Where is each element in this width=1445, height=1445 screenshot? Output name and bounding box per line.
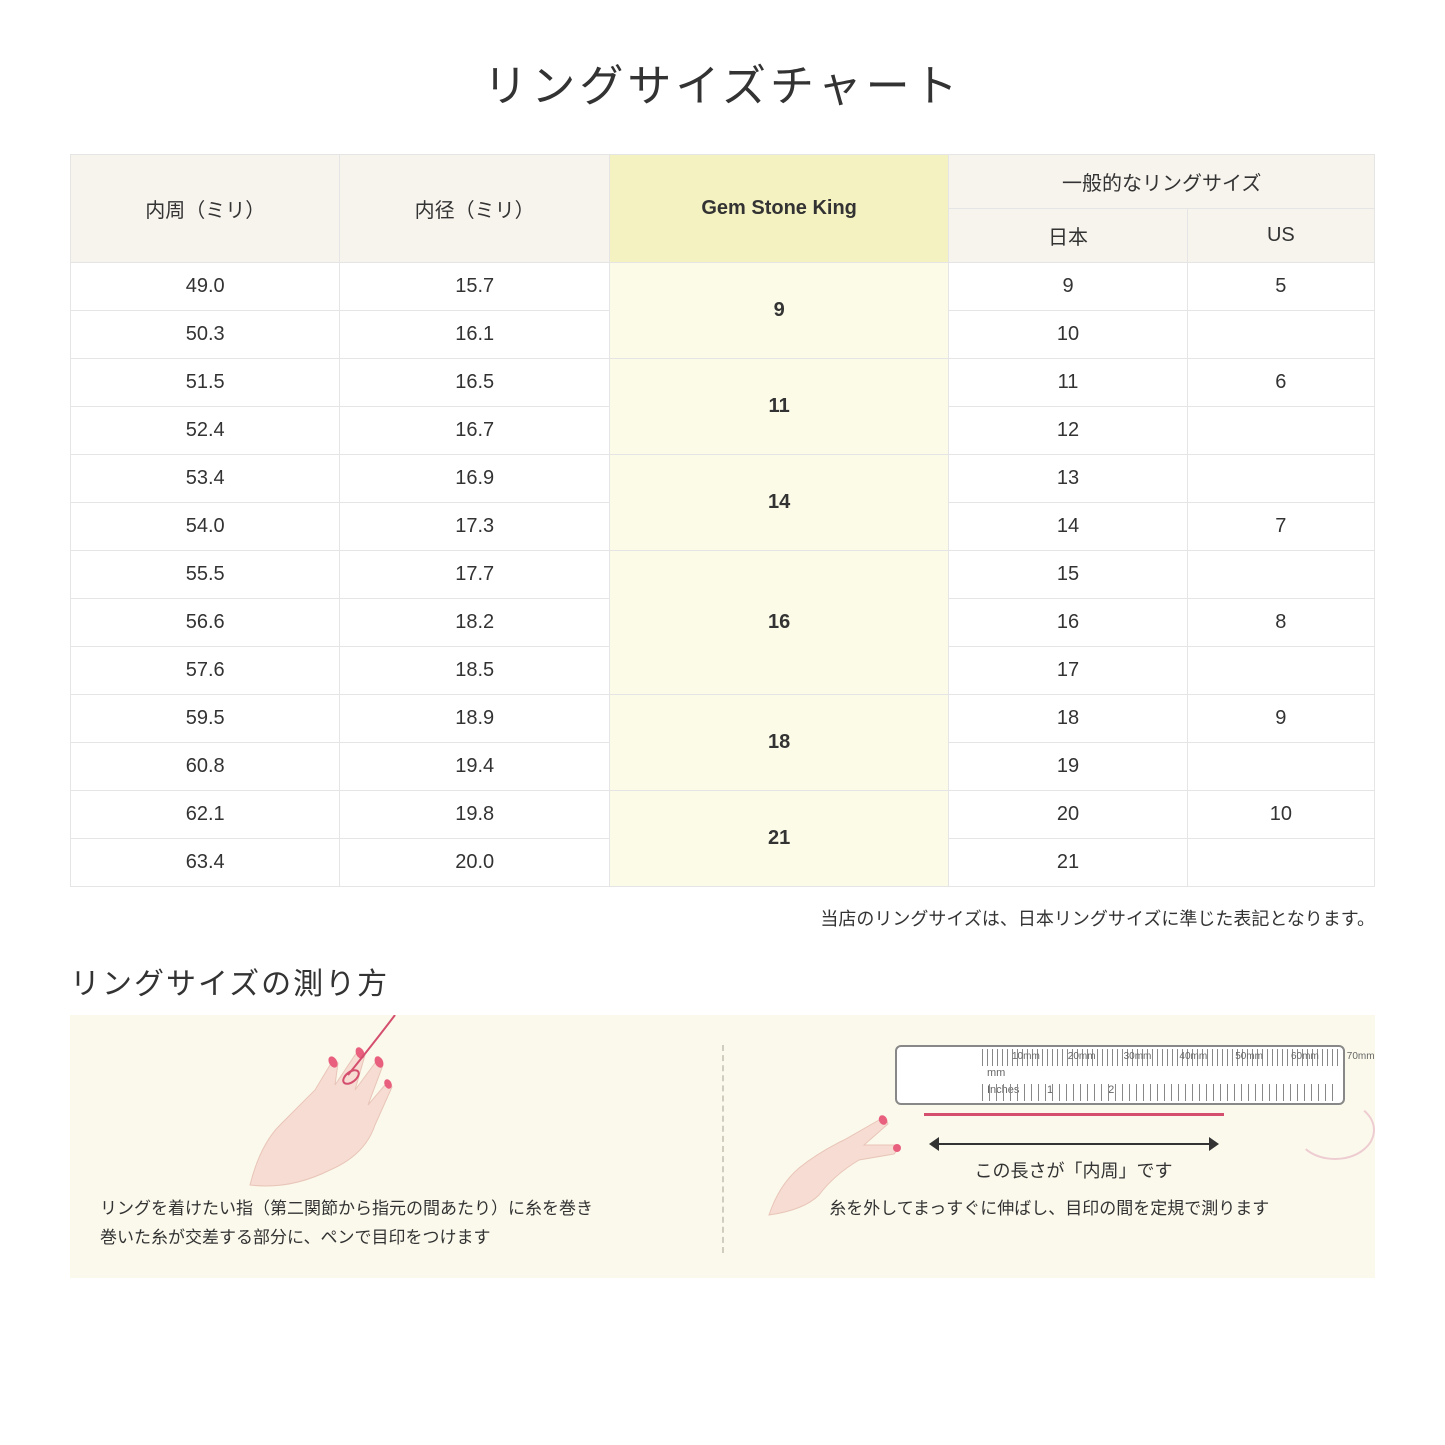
cell-jp: 10: [949, 311, 1187, 359]
cell-us: 8: [1187, 599, 1374, 647]
th-inner-dia: 内径（ミリ）: [340, 155, 609, 263]
size-chart-table: 内周（ミリ） 内径（ミリ） Gem Stone King 一般的なリングサイズ …: [70, 154, 1375, 887]
howto-right: 10mm20mm30mm40mm50mm60mm70mm mm Inches 1…: [754, 1045, 1346, 1253]
cell-circ: 51.5: [71, 359, 340, 407]
cell-jp: 21: [949, 839, 1187, 887]
cell-gem: 14: [609, 455, 948, 551]
cell-gem: 9: [609, 263, 948, 359]
cell-dia: 16.7: [340, 407, 609, 455]
cell-jp: 17: [949, 647, 1187, 695]
store-note: 当店のリングサイズは、日本リングサイズに準じた表記となります。: [70, 905, 1375, 931]
table-row: 55.517.71615: [71, 551, 1375, 599]
hand-wrap-icon: [220, 1015, 440, 1195]
cell-dia: 18.2: [340, 599, 609, 647]
cell-gem: 21: [609, 791, 948, 887]
hand-pinch-icon: [764, 1100, 924, 1220]
cell-circ: 59.5: [71, 695, 340, 743]
cell-circ: 55.5: [71, 551, 340, 599]
cell-jp: 14: [949, 503, 1187, 551]
cell-circ: 53.4: [71, 455, 340, 503]
cell-circ: 50.3: [71, 311, 340, 359]
cell-dia: 19.4: [340, 743, 609, 791]
th-gem: Gem Stone King: [609, 155, 948, 263]
page-title: リングサイズチャート: [70, 50, 1375, 114]
cell-dia: 17.7: [340, 551, 609, 599]
cell-us: [1187, 551, 1374, 599]
table-row: 51.516.511116: [71, 359, 1375, 407]
cell-jp: 15: [949, 551, 1187, 599]
cell-us: [1187, 839, 1374, 887]
howto-title: リングサイズの測り方: [70, 959, 1375, 1003]
cell-us: 10: [1187, 791, 1374, 839]
cell-circ: 52.4: [71, 407, 340, 455]
ruler-icon: 10mm20mm30mm40mm50mm60mm70mm mm Inches 1…: [895, 1045, 1345, 1105]
cell-jp: 18: [949, 695, 1187, 743]
cell-gem: 18: [609, 695, 948, 791]
cell-jp: 11: [949, 359, 1187, 407]
cell-us: 9: [1187, 695, 1374, 743]
cell-us: [1187, 455, 1374, 503]
cell-jp: 20: [949, 791, 1187, 839]
cell-circ: 60.8: [71, 743, 340, 791]
thread-loop: [1295, 1100, 1375, 1160]
cell-circ: 49.0: [71, 263, 340, 311]
th-common: 一般的なリングサイズ: [949, 155, 1375, 209]
cell-jp: 13: [949, 455, 1187, 503]
cell-us: [1187, 647, 1374, 695]
cell-dia: 18.9: [340, 695, 609, 743]
cell-jp: 12: [949, 407, 1187, 455]
cell-circ: 63.4: [71, 839, 340, 887]
th-us: US: [1187, 209, 1374, 263]
cell-jp: 9: [949, 263, 1187, 311]
cell-us: 6: [1187, 359, 1374, 407]
cell-dia: 19.8: [340, 791, 609, 839]
table-row: 62.119.8212010: [71, 791, 1375, 839]
cell-dia: 15.7: [340, 263, 609, 311]
cell-gem: 11: [609, 359, 948, 455]
measure-arrow: [929, 1135, 1219, 1153]
howto-left-caption: リングを着けたい指（第二関節から指元の間あたり）に糸を巻き巻いた糸が交差する部分…: [100, 1195, 692, 1253]
cell-gem: 16: [609, 551, 948, 695]
cell-us: 5: [1187, 263, 1374, 311]
cell-us: [1187, 743, 1374, 791]
howto-panel: リングを着けたい指（第二関節から指元の間あたり）に糸を巻き巻いた糸が交差する部分…: [70, 1015, 1375, 1278]
cell-us: [1187, 311, 1374, 359]
cell-dia: 18.5: [340, 647, 609, 695]
cell-us: 7: [1187, 503, 1374, 551]
howto-left: リングを着けたい指（第二関節から指元の間あたり）に糸を巻き巻いた糸が交差する部分…: [100, 1045, 692, 1253]
cell-dia: 17.3: [340, 503, 609, 551]
cell-jp: 19: [949, 743, 1187, 791]
cell-circ: 62.1: [71, 791, 340, 839]
length-label: この長さが「内周」です: [924, 1157, 1224, 1183]
table-row: 53.416.91413: [71, 455, 1375, 503]
th-inner-circ: 内周（ミリ）: [71, 155, 340, 263]
table-row: 49.015.7995: [71, 263, 1375, 311]
cell-dia: 20.0: [340, 839, 609, 887]
cell-circ: 57.6: [71, 647, 340, 695]
table-row: 59.518.918189: [71, 695, 1375, 743]
cell-dia: 16.9: [340, 455, 609, 503]
cell-dia: 16.5: [340, 359, 609, 407]
thread-line: [924, 1113, 1224, 1116]
cell-jp: 16: [949, 599, 1187, 647]
cell-circ: 54.0: [71, 503, 340, 551]
th-japan: 日本: [949, 209, 1187, 263]
cell-circ: 56.6: [71, 599, 340, 647]
cell-dia: 16.1: [340, 311, 609, 359]
cell-us: [1187, 407, 1374, 455]
howto-divider: [722, 1045, 724, 1253]
